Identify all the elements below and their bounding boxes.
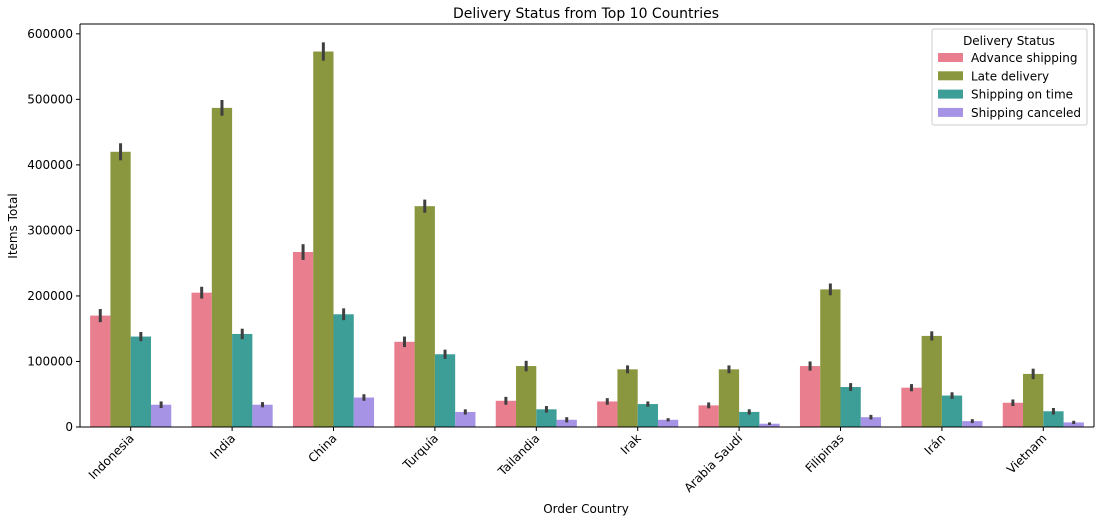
- bar: [1063, 422, 1084, 427]
- bar: [90, 315, 111, 427]
- bar: [130, 336, 151, 427]
- x-tick-label: Irak: [618, 431, 644, 457]
- x-tick-label: Tailandia: [495, 431, 543, 479]
- bar: [313, 51, 334, 428]
- bar: [292, 252, 314, 427]
- bar: [556, 419, 577, 427]
- bar: [617, 369, 638, 427]
- bar: [1023, 373, 1044, 427]
- y-tick-label: 400000: [27, 158, 73, 172]
- x-tick-label: Irán: [922, 431, 948, 457]
- bar: [921, 335, 942, 427]
- bar: [637, 404, 658, 427]
- bar: [657, 419, 679, 427]
- bar: [820, 289, 841, 427]
- bar: [739, 411, 760, 427]
- bar: [394, 341, 415, 427]
- bar: [962, 421, 983, 427]
- x-axis-label: Order Country: [543, 502, 629, 516]
- bar: [434, 354, 456, 427]
- legend-label: Advance shipping: [971, 51, 1077, 65]
- y-tick-label: 200000: [27, 289, 73, 303]
- x-tick-label: Vietnam: [1004, 431, 1049, 476]
- legend-label: Shipping on time: [971, 88, 1073, 102]
- y-tick-label: 500000: [27, 92, 73, 106]
- bar: [718, 369, 740, 427]
- legend-swatch: [938, 53, 963, 62]
- bar: [495, 400, 517, 427]
- legend-box: [931, 28, 1088, 126]
- bar: [252, 404, 273, 427]
- bar: [759, 423, 780, 427]
- bar: [516, 366, 537, 427]
- legend-label: Shipping canceled: [971, 106, 1081, 120]
- y-tick-label: 0: [65, 420, 73, 434]
- legend-swatch: [938, 107, 963, 117]
- bar: [353, 397, 375, 427]
- x-tick-label: Turquía: [399, 431, 441, 473]
- legend-swatch: [938, 71, 963, 81]
- x-tick-label: Arabia Saudí: [681, 431, 745, 495]
- bar: [597, 401, 618, 427]
- x-tick-label: China: [305, 431, 339, 465]
- x-tick-label: Indonesia: [86, 431, 137, 482]
- legend-title: Delivery Status: [963, 34, 1055, 48]
- y-tick-label: 300000: [27, 223, 73, 237]
- bar: [150, 404, 172, 427]
- bar: [455, 411, 476, 427]
- bar: [191, 292, 212, 427]
- chart-title: Delivery Status from Top 10 Countries: [453, 6, 719, 22]
- bar: [211, 107, 233, 427]
- bar: [698, 405, 719, 427]
- bar: [860, 417, 882, 427]
- y-tick-label: 100000: [27, 354, 73, 368]
- y-axis-label: Items Total: [6, 193, 20, 258]
- bar: [414, 206, 435, 427]
- bar: [1002, 402, 1024, 427]
- bar: [333, 314, 354, 427]
- bar: [799, 366, 821, 427]
- bar: [840, 387, 861, 427]
- y-tick-label: 600000: [27, 27, 73, 41]
- legend-swatch: [938, 89, 963, 99]
- legend: Delivery Status Advance shipping Late del…: [931, 28, 1088, 126]
- bar: [536, 409, 557, 427]
- legend-label: Late delivery: [971, 69, 1049, 83]
- plot-area: 0 100000 200000 300000 400000 500000 600000 Ind…: [27, 23, 1095, 495]
- bar: [941, 395, 963, 427]
- bar: [110, 151, 131, 427]
- x-tick-label: Filipinas: [803, 431, 847, 475]
- x-tick-label: India: [207, 431, 238, 462]
- bar: [232, 333, 253, 427]
- bar: [901, 387, 922, 427]
- bar: [1043, 411, 1064, 427]
